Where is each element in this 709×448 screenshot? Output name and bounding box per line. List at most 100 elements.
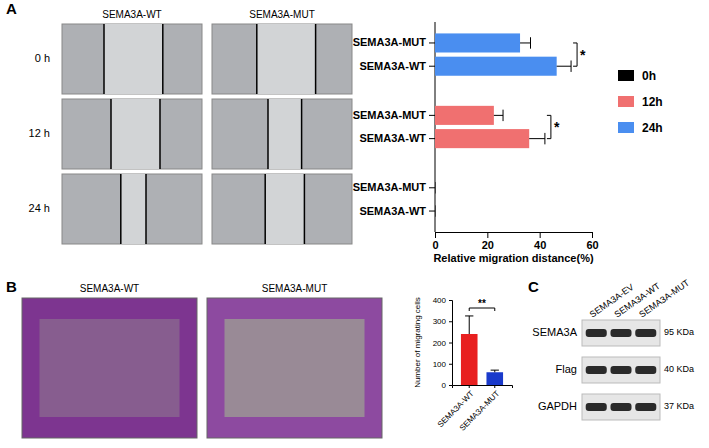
tick-label: SEMA3A-MUT <box>353 109 427 121</box>
row-label: 0 h <box>35 52 50 64</box>
micrograph <box>207 298 382 438</box>
significance-label: ** <box>478 298 486 309</box>
legend-label: 12h <box>642 95 663 109</box>
tick-mark <box>592 232 593 238</box>
tick-label: SEMA3A-WT <box>359 205 426 217</box>
tick: SEMA3A-MUT <box>458 385 502 433</box>
tick-mark <box>540 232 541 238</box>
tick-label: SEMA3A-WT <box>359 60 426 72</box>
scratch-edge <box>103 24 105 94</box>
tick: 40 <box>534 232 546 251</box>
tick: SEMA3A-MUT <box>353 181 435 193</box>
tick-mark <box>435 232 436 238</box>
tick-mark <box>449 364 452 365</box>
micrograph <box>62 24 202 94</box>
tick-label: 300 <box>433 317 447 326</box>
micrograph <box>212 99 352 169</box>
y-axis: SEMA3A-WT SEMA3A-MUT <box>353 181 435 216</box>
tick: 100 <box>433 360 452 369</box>
legend-swatch <box>618 70 634 81</box>
blot-band <box>635 366 656 374</box>
tick: 0 <box>442 381 452 390</box>
tick-mark <box>429 187 435 188</box>
tick-mark <box>429 211 435 212</box>
row-label: GAPDH <box>538 400 577 412</box>
micrograph-texture <box>40 319 180 417</box>
blot-band <box>610 329 631 337</box>
tick: SEMA3A-MUT <box>353 109 435 121</box>
scratch-edge <box>120 174 122 244</box>
bar <box>435 129 529 148</box>
blot-strip <box>582 394 660 420</box>
legend-label: 24h <box>642 121 663 135</box>
tick-label: 200 <box>433 339 447 348</box>
panel-letter: A <box>6 0 17 17</box>
error-cap <box>491 370 499 371</box>
tick-label: 60 <box>586 239 598 251</box>
scratch-area <box>268 99 302 169</box>
micrograph <box>212 174 352 244</box>
axis-line <box>436 233 593 239</box>
tick-label: SEMA3A-MUT <box>458 389 502 433</box>
tick-label: 0 <box>432 239 438 251</box>
bar <box>435 33 520 52</box>
scratch-edge <box>304 174 306 244</box>
legend-swatch <box>618 122 634 133</box>
error-line <box>557 66 571 67</box>
blot-band <box>635 329 656 337</box>
error-bar <box>491 370 499 372</box>
scratch-edge <box>110 99 112 169</box>
tick: SEMA3A-WT <box>359 60 435 72</box>
y-axis: SEMA3A-WTSEMA3A-MUT <box>353 109 435 144</box>
error-line <box>494 115 503 116</box>
scratch-edge <box>315 24 317 94</box>
row-label: Flag <box>556 363 577 375</box>
tick: 200 <box>433 339 452 348</box>
error-bar <box>435 182 436 193</box>
error-bar <box>529 133 545 144</box>
tick: 400 <box>433 296 452 305</box>
tick-mark <box>449 321 452 322</box>
axis-title: Relative migration distance(%) <box>433 252 593 264</box>
chart-b: 0 100 200 300 400 SEMA3A-WTSEMA3A-MUT Number o… <box>413 296 513 433</box>
error-cap <box>435 205 436 216</box>
column-header: SEMA3A-WT <box>80 283 139 294</box>
axis-line <box>453 386 513 389</box>
bar <box>435 106 494 125</box>
tick-mark <box>429 66 435 67</box>
scratch-edge <box>162 24 164 94</box>
tick: 0 <box>432 232 438 251</box>
axis-title: Number of migrating cells <box>413 297 422 388</box>
tick-label: 0 <box>442 381 447 390</box>
scratch-edge <box>256 24 258 94</box>
tick-mark <box>429 115 435 116</box>
error-bar <box>557 60 571 71</box>
micrograph <box>62 99 202 169</box>
error-bar <box>465 316 473 334</box>
error-cap <box>571 60 572 71</box>
tick-mark <box>449 385 452 386</box>
error-line <box>529 138 545 139</box>
scratch-edge <box>159 99 161 169</box>
scratch-area <box>121 174 146 244</box>
legend-swatch <box>618 96 634 107</box>
tick-label: SEMA3A-MUT <box>353 181 427 193</box>
axis-line <box>435 22 436 232</box>
error-cap <box>544 133 545 144</box>
column-header: SEMA3A-WT <box>102 9 161 20</box>
row-label: SEMA3A <box>532 326 577 338</box>
error-cap <box>503 110 504 121</box>
panel-letter: B <box>6 278 17 295</box>
size-label: 37 KDa <box>664 401 694 411</box>
panel-b: BSEMA3A-WTSEMA3A-MUT <box>6 278 382 438</box>
panel-c: CSEMA3A-EVSEMA3A-WTSEMA3A-MUTSEMA3A95 KD… <box>528 277 694 420</box>
tick-mark <box>494 385 495 388</box>
y-axis: SEMA3A-WTSEMA3A-MUT <box>353 36 435 71</box>
error-bar <box>435 205 436 216</box>
micrograph <box>62 174 202 244</box>
lane-header: SEMA3A-MUT <box>637 277 691 319</box>
x-axis: SEMA3A-WTSEMA3A-MUT <box>436 385 513 433</box>
significance-bracket <box>573 43 577 66</box>
scratch-area <box>257 24 316 94</box>
figure: ASEMA3A-WTSEMA3A-MUT0 h12 h24 h0204060Re… <box>0 0 709 448</box>
